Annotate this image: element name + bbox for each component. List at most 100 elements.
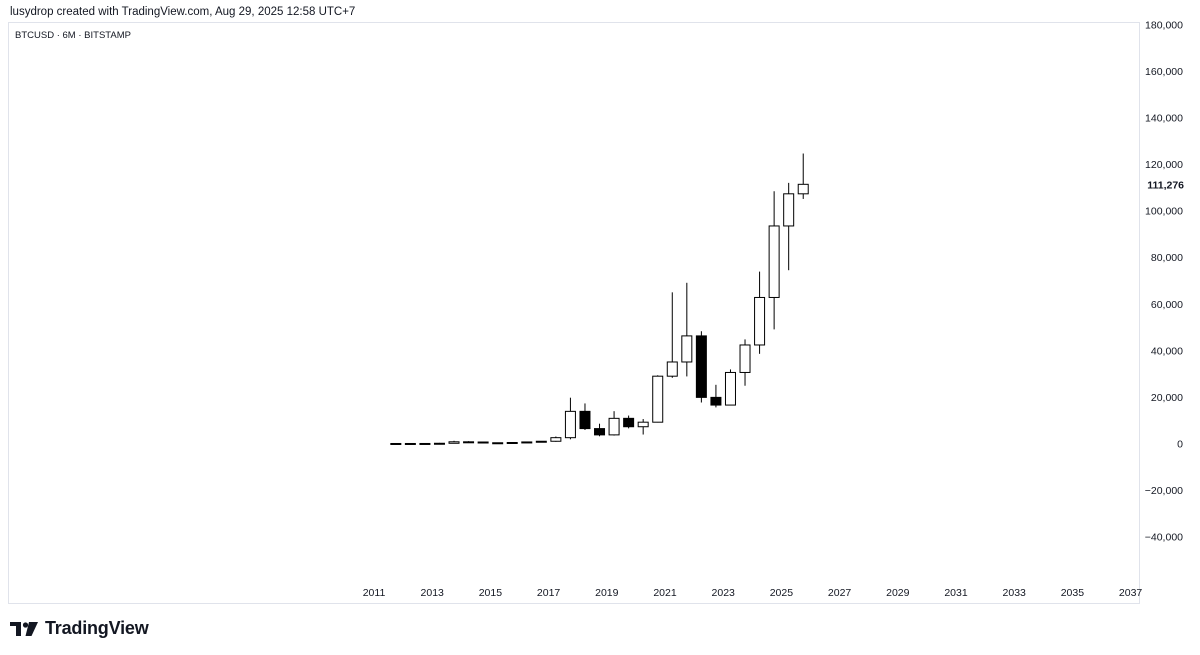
symbol-exchange: BITSTAMP: [84, 30, 131, 41]
candle-body-up: [666, 361, 678, 377]
candle[interactable]: [724, 369, 736, 406]
candle-body-up: [404, 442, 416, 445]
y-tick-label: 140,000: [1145, 112, 1183, 124]
candle-body-down: [579, 410, 591, 430]
x-tick-label: 2025: [770, 587, 794, 599]
candle[interactable]: [477, 441, 489, 444]
chart-frame: [8, 22, 1140, 604]
x-tick-label: 2031: [944, 587, 968, 599]
candle[interactable]: [521, 441, 533, 444]
candle-body-up: [419, 442, 431, 445]
candle[interactable]: [506, 441, 518, 444]
y-tick-label: 100,000: [1145, 206, 1183, 218]
candle-body-down: [463, 441, 475, 444]
y-tick-label: 0: [1177, 439, 1183, 451]
symbol-info[interactable]: BTCUSD · 6M · BITSTAMP: [15, 30, 131, 41]
candle-body-up: [681, 335, 693, 363]
candle-body-up: [564, 410, 576, 439]
x-tick-label: 2035: [1061, 587, 1085, 599]
x-tick-label: 2029: [886, 587, 910, 599]
candle-body-up: [652, 375, 664, 423]
x-tick-label: 2037: [1119, 587, 1143, 599]
candle-body-up: [608, 417, 620, 436]
symbol-separator: ·: [56, 30, 60, 41]
tradingview-logo-icon: [10, 621, 38, 636]
x-tick-label: 2017: [537, 587, 561, 599]
candle-body-up: [506, 441, 518, 444]
candle[interactable]: [783, 182, 795, 271]
x-tick-label: 2023: [712, 587, 736, 599]
candle[interactable]: [623, 415, 635, 429]
price-axis[interactable]: 180,000 160,000 140,000 120,000 100,000 80,00…: [1145, 19, 1184, 543]
y-tick-label: 40,000: [1151, 345, 1183, 357]
y-tick-label: 180,000: [1145, 19, 1183, 31]
candle[interactable]: [666, 292, 678, 378]
x-tick-label: 2011: [363, 587, 386, 599]
candle-body-up: [783, 193, 795, 227]
time-axis[interactable]: 2011 2013 2015 2017 2019 2021 2023 2025 2027 2029…: [363, 587, 1143, 599]
candle[interactable]: [579, 403, 591, 430]
candle[interactable]: [433, 442, 445, 445]
symbol-ticker: BTCUSD: [15, 30, 55, 41]
candle-body-up: [535, 440, 547, 443]
candle-body-up: [521, 441, 533, 444]
x-tick-label: 2013: [421, 587, 445, 599]
candle[interactable]: [754, 271, 766, 354]
x-tick-label: 2021: [653, 587, 677, 599]
y-tick-label: 80,000: [1151, 252, 1183, 264]
candle[interactable]: [652, 375, 664, 423]
candle-body-up: [724, 371, 736, 406]
candle[interactable]: [550, 436, 562, 442]
candle-body-down: [390, 442, 402, 445]
x-tick-label: 2033: [1003, 587, 1027, 599]
candles-layer: [390, 153, 809, 445]
candle-body-down: [477, 441, 489, 444]
candle-body-down: [594, 428, 606, 436]
candle[interactable]: [710, 384, 722, 408]
candle-body-up: [754, 296, 766, 346]
candle[interactable]: [768, 191, 780, 330]
candle[interactable]: [797, 153, 809, 199]
candle-body-up: [739, 344, 751, 373]
candle-body-up: [550, 437, 562, 442]
y-tick-label: −40,000: [1145, 532, 1183, 544]
candle-body-up: [797, 183, 809, 195]
candle[interactable]: [492, 442, 504, 445]
y-tick-label: 20,000: [1151, 392, 1183, 404]
candle-body-down: [492, 442, 504, 445]
candle[interactable]: [448, 440, 460, 444]
candle-body-up: [448, 441, 460, 444]
y-tick-label: 120,000: [1145, 159, 1183, 171]
x-tick-label: 2019: [595, 587, 619, 599]
candle-body-up: [768, 225, 780, 298]
candle-body-down: [710, 396, 722, 406]
symbol-separator: ·: [78, 30, 82, 41]
candle[interactable]: [390, 442, 402, 445]
candle[interactable]: [463, 441, 475, 444]
brand-name: TradingView: [45, 618, 149, 638]
candle[interactable]: [404, 442, 416, 445]
footer-brand[interactable]: TradingView: [10, 618, 149, 639]
y-tick-label: 160,000: [1145, 66, 1183, 78]
candle-body-up: [433, 442, 445, 445]
candle-body-down: [695, 335, 707, 398]
candle[interactable]: [419, 442, 431, 445]
candle[interactable]: [739, 339, 751, 386]
candle[interactable]: [608, 411, 620, 436]
candle[interactable]: [695, 331, 707, 403]
candle[interactable]: [637, 419, 649, 435]
y-tick-label: −20,000: [1145, 485, 1183, 497]
chart-attribution: lusydrop created with TradingView.com, A…: [10, 6, 356, 18]
candle[interactable]: [681, 282, 693, 377]
x-tick-label: 2027: [828, 587, 852, 599]
symbol-interval: 6M: [62, 30, 76, 41]
candle-body-up: [637, 421, 649, 428]
x-tick-label: 2015: [479, 587, 503, 599]
candle[interactable]: [594, 423, 606, 437]
candle[interactable]: [535, 440, 547, 443]
candle-body-down: [623, 417, 635, 428]
last-price-label: 111,276: [1147, 179, 1184, 191]
candle[interactable]: [564, 397, 576, 440]
y-tick-label: 60,000: [1151, 299, 1183, 311]
